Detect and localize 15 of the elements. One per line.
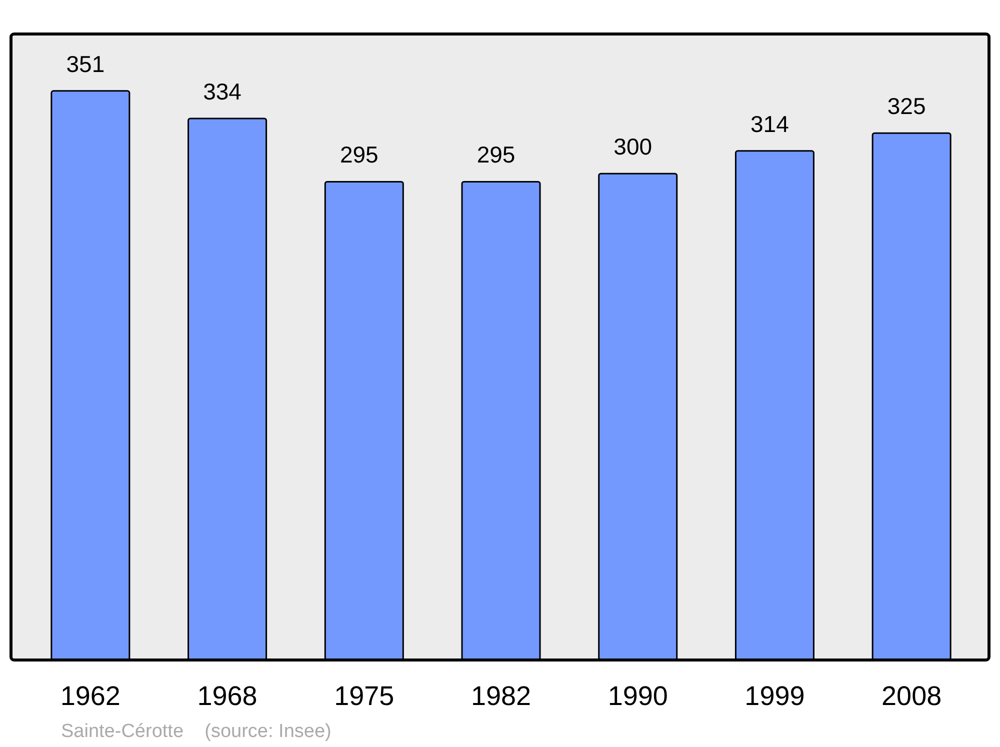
data-label: 295 (476, 142, 516, 168)
data-label: 300 (614, 134, 652, 160)
data-label: 325 (887, 93, 926, 120)
x-tick-label: 1990 (608, 681, 668, 711)
data-label: 334 (203, 78, 242, 104)
x-tick-label: 1975 (334, 681, 394, 711)
text: Sainte-Cérotte (source: Insee) (61, 721, 332, 742)
data-label: 314 (750, 110, 790, 137)
data-label: 351 (66, 50, 105, 77)
x-tick-label: 1968 (197, 681, 258, 711)
x-tick-label: 1982 (470, 681, 532, 711)
x-tick-label: 1962 (60, 681, 120, 711)
x-tick-label: 2008 (882, 681, 942, 711)
x-tick-label: 1999 (744, 681, 805, 711)
data-label: 295 (340, 142, 378, 168)
